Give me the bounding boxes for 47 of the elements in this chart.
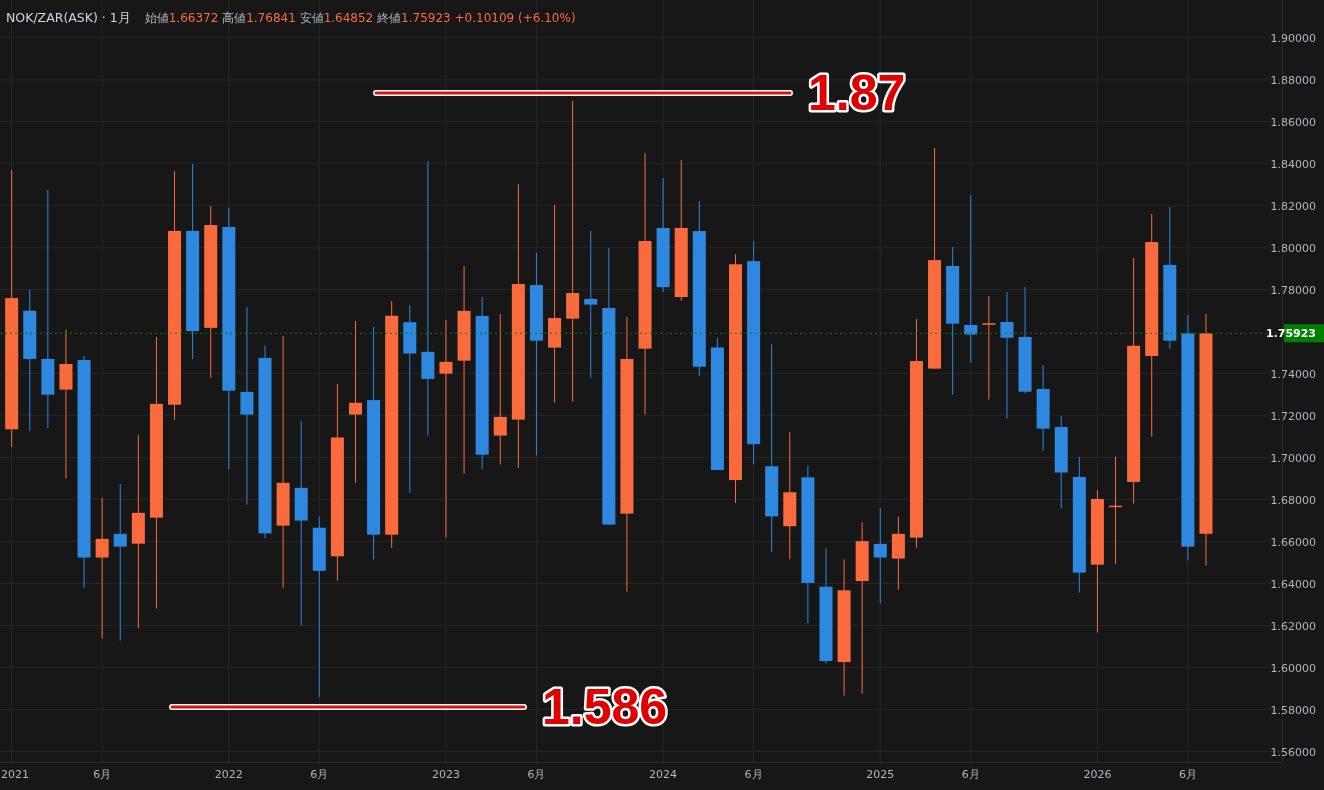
x-tick-label: 6月 (1178, 768, 1197, 781)
x-tick-label: 6月 (961, 768, 980, 781)
candlestick (964, 194, 978, 364)
x-tick-label: 2022 (214, 768, 243, 781)
candlestick (421, 160, 435, 436)
annotation: 1.87 (808, 65, 906, 121)
y-tick-label: 1.72000 (1270, 409, 1316, 423)
y-tick-label: 1.82000 (1270, 199, 1316, 213)
y-tick-label: 1.64000 (1270, 577, 1316, 591)
candlestick (113, 483, 127, 641)
x-tick-label: 2021 (1, 768, 29, 781)
candlestick (566, 100, 580, 403)
candlestick (240, 306, 254, 506)
y-tick-label: 1.70000 (1270, 451, 1316, 465)
x-tick-label: 2026 (1083, 768, 1112, 781)
y-tick-label: 1.56000 (1270, 745, 1316, 759)
y-tick-label: 1.86000 (1270, 115, 1316, 129)
candlestick (348, 320, 363, 484)
text: NOK/ZAR(ASK) · 1月 (6, 10, 131, 25)
ref-line-label: 1.75923 (1265, 327, 1316, 341)
candlestick (439, 319, 453, 539)
y-tick-label: 1.88000 (1270, 73, 1316, 87)
y-tick-label: 1.58000 (1270, 703, 1316, 717)
annotation: 1.586 (542, 679, 668, 735)
candlestick (493, 313, 507, 466)
y-tick-label: 1.66000 (1270, 535, 1316, 549)
y-tick-label: 1.90000 (1270, 31, 1316, 45)
y-tick-label: 1.80000 (1270, 241, 1316, 255)
candlestick (95, 497, 109, 640)
x-tick-label: 6月 (744, 768, 763, 781)
x-tick-label: 6月 (527, 768, 546, 781)
y-tick-label: 1.78000 (1270, 283, 1316, 297)
y-tick-label: 1.74000 (1270, 367, 1316, 381)
y-tick-label: 1.68000 (1270, 493, 1316, 507)
x-tick-label: 2024 (649, 768, 678, 781)
candlestick (1000, 291, 1014, 420)
candlestick (873, 507, 887, 605)
y-tick-label: 1.62000 (1270, 619, 1316, 633)
text: 始値1.66372 高値1.76841 安値1.64852 終値1.75923 +0.10109 (+6.10%) (144, 11, 576, 25)
x-tick-label: 6月 (93, 768, 112, 781)
x-tick-label: 6月 (310, 768, 329, 781)
x-tick-label: 2023 (431, 768, 460, 781)
candlestick (584, 230, 598, 379)
x-tick-label: 2025 (866, 768, 895, 781)
candlestick (982, 295, 996, 401)
y-tick-label: 1.60000 (1270, 661, 1316, 675)
y-tick-label: 1.84000 (1270, 157, 1316, 171)
